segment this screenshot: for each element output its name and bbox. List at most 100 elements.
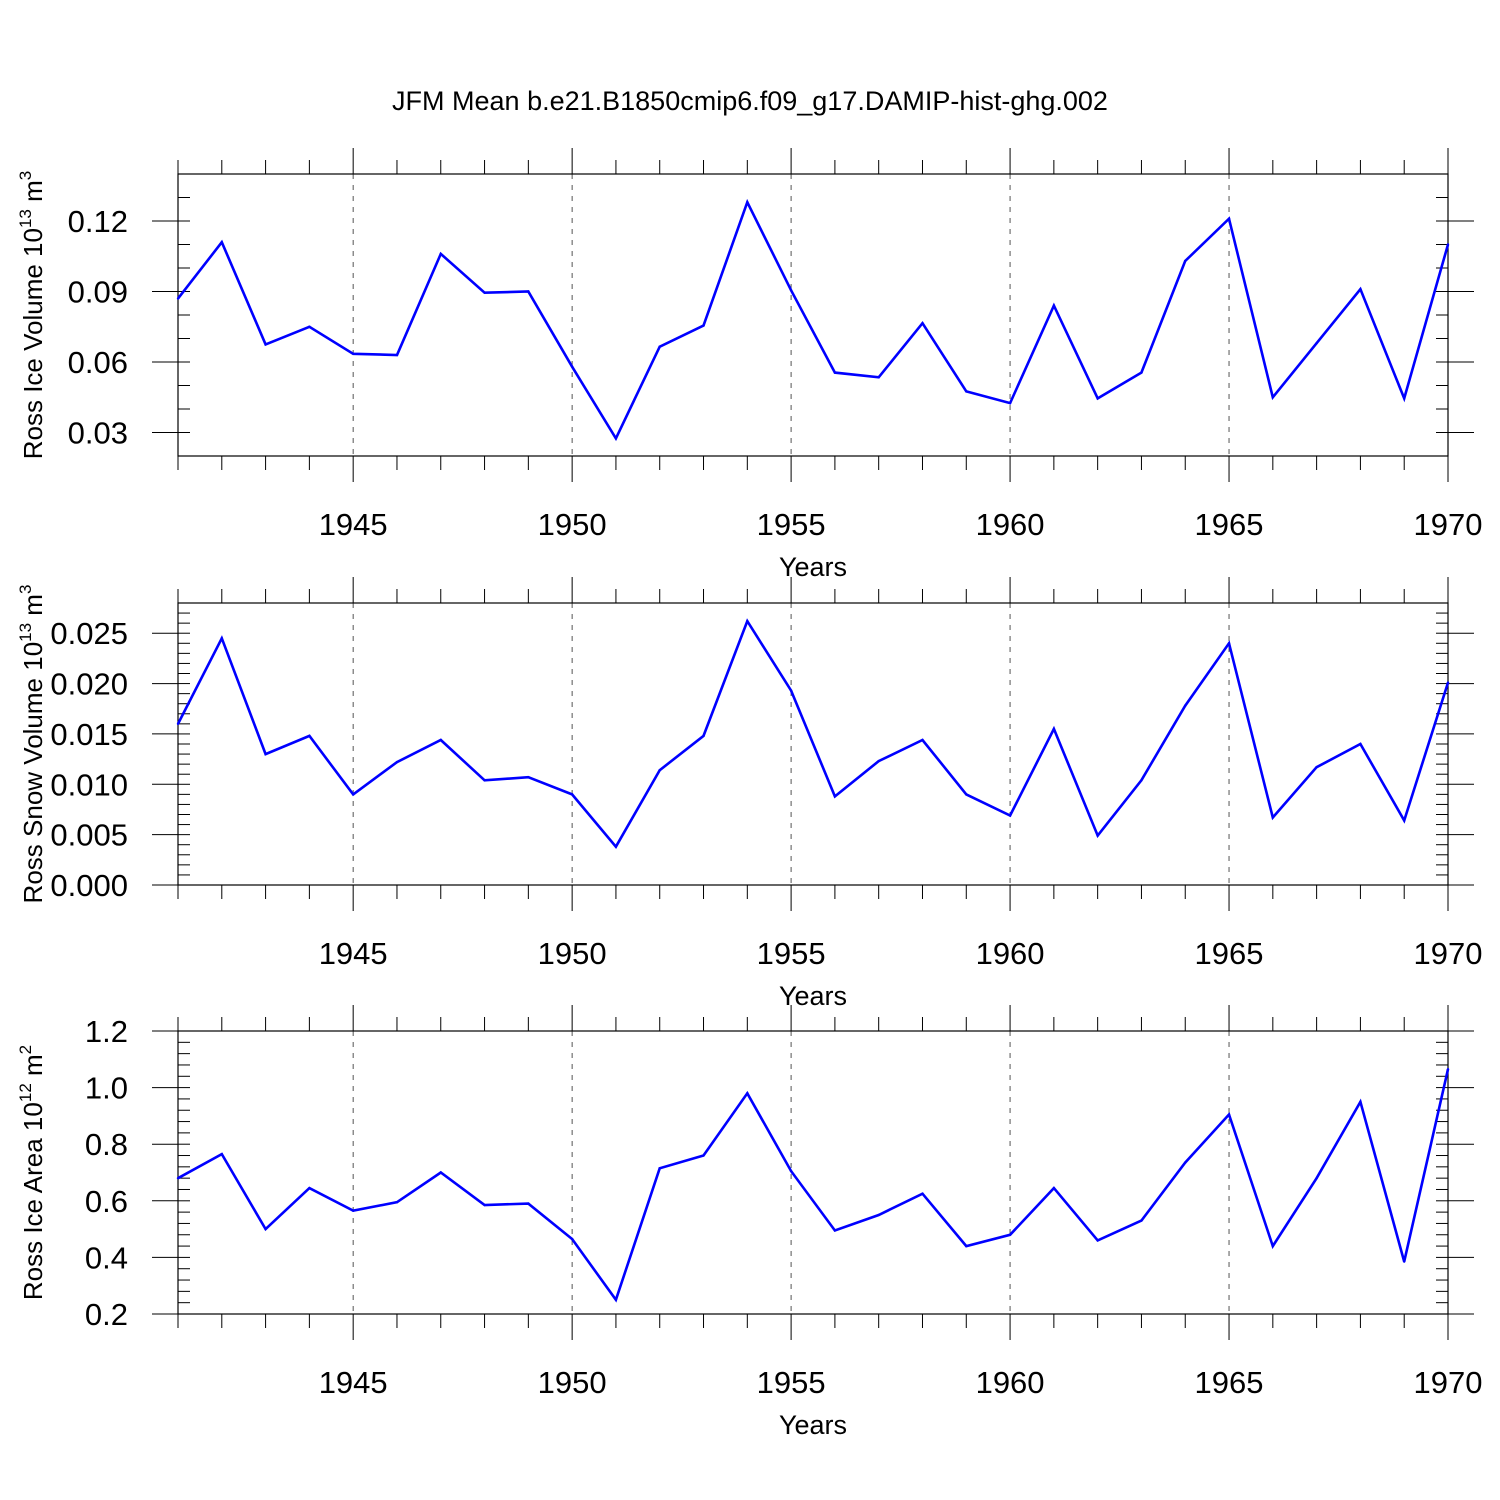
panel-2-y-tick-label: 0.025: [50, 616, 128, 651]
panel-2-y-tick-label: 0.010: [50, 767, 128, 802]
panel-2-data-point-1966: [1271, 816, 1275, 819]
panel-2-data-point-1963: [1140, 779, 1143, 782]
panel-1-data-point-1950: [570, 365, 574, 368]
panel-1-data-point-1961: [1052, 304, 1056, 307]
panel-3-data-point-1954: [746, 1092, 749, 1095]
panel-3-data-point-1957: [877, 1213, 880, 1217]
panel-2-data-point-1947: [439, 738, 442, 742]
panel-2-series-line: [176, 618, 1450, 849]
panel-1-y-axis-title-part: Ross Ice Volume 10: [18, 228, 48, 459]
panel-2-data-point-1962: [1096, 834, 1099, 837]
panel-2-data-point-1941: [176, 722, 180, 726]
panel-3-data-point-1950: [570, 1237, 574, 1241]
panel-3-y-axis-title: Ross Ice Area 1012 m2: [16, 1045, 48, 1300]
panel-1-x-axis-title: Years: [779, 552, 847, 582]
panel-1-data-point-1965: [1227, 217, 1231, 220]
panel-3-data-point-1947: [439, 1171, 442, 1174]
panel-1: 0.03 0.06 0.09 0.12 1945 1950 1955 1960 1965 1970…: [16, 148, 1482, 582]
panel-2-x-tick-label: 1965: [1195, 936, 1264, 971]
panel-2-data-point-1969: [1403, 819, 1406, 822]
panel-1-data-point-1951: [614, 437, 618, 440]
panel-3-y-tick-label: 1.0: [85, 1071, 128, 1106]
panel-3-data-point-1962: [1096, 1239, 1099, 1242]
panel-1-data-point-1953: [702, 324, 705, 327]
panel-2-data-point-1945: [351, 793, 355, 796]
panel-2-data-point-1970: [1446, 681, 1450, 684]
panel-3-data-point-1970: [1446, 1068, 1450, 1071]
panel-1-data-point-1959: [965, 390, 968, 393]
panel-3-y-tick-label: 0.4: [85, 1240, 128, 1275]
panel-2-data-point-1944: [308, 734, 311, 738]
panel-2-y-axis-title-part: 3: [16, 585, 35, 594]
panel-1-data-point-1942: [220, 240, 223, 244]
panel-2-data-point-1946: [395, 760, 399, 764]
panel-3-data-point-1941: [176, 1176, 180, 1180]
figure-title: JFM Mean b.e21.B1850cmip6.f09_g17.DAMIP-…: [392, 86, 1108, 116]
panel-1-y-tick-label: 0.09: [68, 275, 128, 310]
panel-2-data-point-1953: [702, 734, 705, 738]
panel-3-data-point-1961: [1052, 1186, 1056, 1190]
panel-3-data-point-1953: [702, 1154, 705, 1157]
panel-3-data-point-1969: [1403, 1260, 1406, 1263]
panel-1-data-point-1954: [746, 201, 749, 204]
panel-3-data-point-1960: [1008, 1233, 1012, 1236]
panel-3-data-point-1959: [965, 1244, 968, 1248]
panel-2-y-tick-label: 0.005: [50, 818, 128, 853]
panel-3-y-axis-title-part: 2: [16, 1045, 35, 1054]
panel-3-data-point-1966: [1271, 1244, 1275, 1248]
panel-1-data-point-1962: [1096, 397, 1099, 400]
panel-3-x-tick-label: 1965: [1195, 1365, 1264, 1400]
panel-2-data-point-1948: [483, 779, 486, 782]
panel-1-data-point-1949: [527, 290, 530, 293]
panel-2-data-point-1964: [1184, 704, 1187, 707]
panel-2-x-tick-label: 1960: [976, 936, 1045, 971]
panel-2-data-point-1957: [877, 759, 880, 763]
panel-3-plot-frame: [177, 1030, 1449, 1315]
panel-1-x-tick-label: 1965: [1195, 507, 1264, 542]
panel-1-data-point-1941: [176, 297, 180, 300]
panel-2-data-point-1965: [1227, 642, 1231, 645]
panel-3-y-axis-title-part: 12: [16, 1083, 35, 1102]
panel-2-data-point-1954: [746, 619, 749, 623]
panel-3-y-tick-label: 0.6: [85, 1184, 128, 1219]
panel-3-data-point-1955: [789, 1169, 793, 1173]
panel-2-y-tick-label: 0.015: [50, 717, 128, 752]
panel-1-x-tick-label: 1950: [538, 507, 607, 542]
panel-1-x-tick-label: 1970: [1414, 507, 1483, 542]
panel-3-x-axis-title: Years: [779, 1410, 847, 1440]
panel-2-data-point-1959: [965, 793, 968, 796]
panel-1-data-point-1957: [877, 376, 880, 379]
panel-3-x-tick-label: 1960: [976, 1365, 1045, 1400]
panel-3-data-point-1944: [308, 1186, 311, 1190]
panel-3-data-point-1963: [1140, 1219, 1143, 1222]
panel-2-y-tick-label: 0.000: [50, 868, 128, 903]
panel-2-data-point-1967: [1315, 765, 1318, 769]
panel-3-data-point-1956: [833, 1229, 837, 1232]
panel-3-data-point-1943: [264, 1227, 267, 1231]
panel-2-data-point-1952: [658, 768, 661, 772]
panel-1-data-point-1943: [264, 343, 267, 346]
panel-3-x-tick-label: 1950: [538, 1365, 607, 1400]
panel-1-y-axis-title-part: 3: [16, 171, 35, 180]
panel-1-data-point-1963: [1140, 371, 1143, 374]
panel-1-data-point-1960: [1008, 401, 1012, 405]
panel-1-data-point-1970: [1446, 243, 1450, 246]
panel-2-x-tick-label: 1945: [319, 936, 388, 971]
panel-2-x-axis-title: Years: [779, 981, 847, 1011]
panel-3-data-point-1949: [527, 1202, 530, 1205]
panel-3-x-tick-label: 1945: [319, 1365, 388, 1400]
panel-1-data-point-1948: [483, 291, 486, 294]
panel-3-series-line: [177, 1068, 1450, 1303]
panel-3-y-axis-title-part: m: [18, 1054, 48, 1083]
panel-1-y-tick-label: 0.06: [68, 345, 128, 380]
panel-2-data-point-1943: [264, 752, 267, 756]
panel-1-data-point-1945: [351, 352, 355, 355]
panel-1-data-point-1966: [1271, 396, 1275, 399]
panel-2-y-tick-label: 0.020: [50, 667, 128, 702]
panel-1-data-point-1967: [1315, 342, 1318, 345]
panel-2-data-point-1956: [833, 795, 837, 798]
panel-3-y-tick-label: 0.2: [85, 1297, 128, 1332]
panel-2-data-point-1960: [1008, 814, 1012, 817]
panel-2-x-tick-label: 1970: [1414, 936, 1483, 971]
panel-2-x-tick-label: 1955: [757, 936, 826, 971]
